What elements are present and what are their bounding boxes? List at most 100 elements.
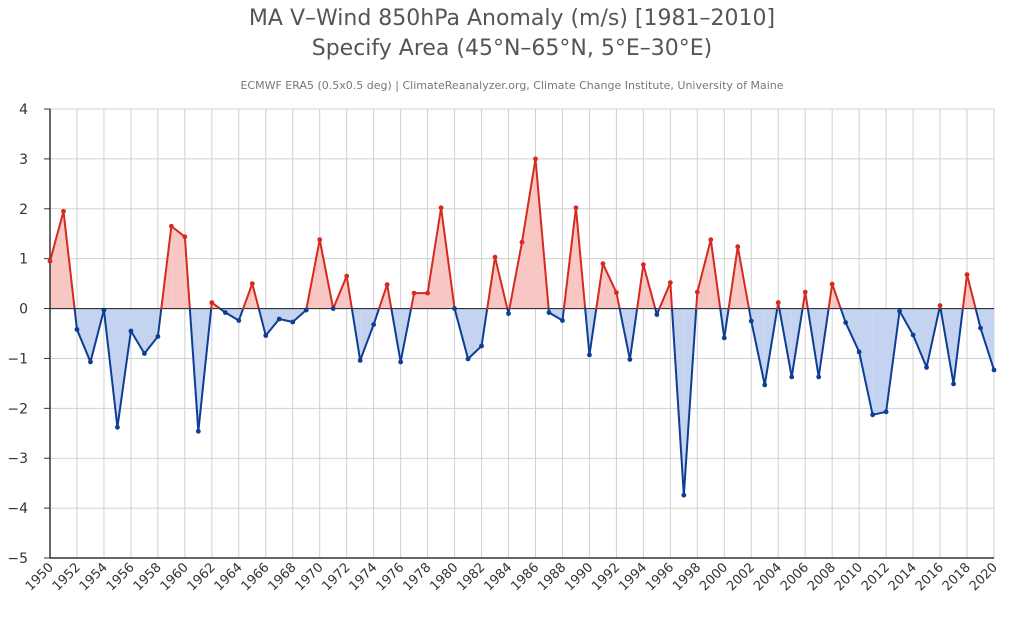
- x-tick-label: 2020: [967, 560, 1001, 594]
- x-tick-label: 1982: [454, 560, 488, 594]
- x-tick-label: 2000: [697, 560, 731, 594]
- positive-segment: [332, 275, 348, 310]
- data-point: [843, 320, 849, 325]
- positive-segment: [242, 282, 254, 310]
- data-point: [276, 316, 282, 322]
- positive-segment: [378, 283, 389, 310]
- data-point: [371, 322, 377, 327]
- x-tick-label: 1962: [185, 560, 219, 594]
- negative-segment: [952, 307, 964, 385]
- data-point: [438, 205, 444, 211]
- negative-segment: [817, 307, 830, 378]
- data-point: [290, 319, 296, 325]
- negative-segment: [291, 309, 308, 324]
- negative-segment: [372, 307, 381, 326]
- negative-segment: [359, 323, 375, 362]
- negative-segment: [682, 307, 698, 497]
- x-tick-label: 1966: [239, 560, 273, 594]
- data-point: [209, 300, 215, 305]
- x-tick-label: 1960: [158, 560, 192, 594]
- negative-segment: [750, 320, 766, 386]
- negative-segment: [399, 307, 413, 363]
- negative-segment: [390, 307, 402, 363]
- data-point: [236, 318, 242, 323]
- data-point: [101, 307, 107, 313]
- positive-segment: [426, 206, 443, 295]
- y-tick-label: −2: [7, 401, 28, 417]
- positive-fill: [602, 263, 617, 309]
- negative-segment: [628, 307, 639, 361]
- data-point: [762, 382, 768, 388]
- y-tick-label: 0: [19, 302, 28, 318]
- x-tick-label: 2016: [913, 560, 947, 594]
- data-point: [128, 328, 134, 334]
- data-point: [802, 289, 808, 295]
- data-point: [384, 282, 390, 288]
- data-point: [856, 349, 862, 355]
- data-point: [465, 356, 471, 362]
- negative-segment: [719, 307, 726, 339]
- positive-fill: [414, 293, 428, 309]
- negative-segment: [670, 307, 685, 497]
- x-tick-label: 1990: [562, 560, 596, 594]
- y-tick-label: 4: [19, 102, 28, 118]
- negative-segment: [264, 318, 281, 337]
- data-point: [47, 258, 53, 264]
- x-tick-label: 2010: [832, 560, 866, 594]
- data-point: [398, 359, 404, 365]
- data-point: [735, 244, 741, 250]
- positive-fill: [697, 239, 711, 309]
- data-point: [263, 333, 269, 338]
- positive-segment: [49, 210, 65, 263]
- x-tick-label: 1954: [77, 560, 111, 594]
- negative-segment: [480, 307, 489, 347]
- x-tick-label: 2008: [805, 560, 839, 594]
- data-point: [506, 311, 511, 316]
- y-tick-label: 1: [19, 252, 28, 268]
- negative-segment: [806, 307, 820, 378]
- anomaly-points: [47, 156, 997, 498]
- positive-segment: [345, 275, 353, 310]
- data-point: [721, 335, 727, 341]
- data-point: [303, 307, 309, 313]
- x-tick-label: 1956: [104, 560, 138, 594]
- negative-segment: [588, 307, 598, 356]
- x-tick-label: 1986: [508, 560, 542, 594]
- x-tick-label: 2002: [724, 560, 758, 594]
- positive-segment: [562, 206, 577, 310]
- positive-fill: [522, 158, 536, 309]
- x-tick-label: 1968: [266, 560, 300, 594]
- y-tick-label: −4: [7, 501, 28, 517]
- data-point: [924, 365, 929, 370]
- data-point: [479, 343, 484, 349]
- negative-segment: [102, 309, 119, 429]
- y-tick-label: 2: [19, 202, 28, 218]
- x-tick-label: 2004: [751, 560, 785, 594]
- positive-segment: [669, 281, 673, 310]
- data-point: [425, 290, 430, 296]
- data-point: [587, 352, 592, 358]
- negative-fill: [845, 308, 860, 352]
- data-point: [991, 367, 997, 373]
- x-tick-label: 1972: [320, 560, 354, 594]
- negative-segment: [156, 307, 163, 338]
- negative-segment: [257, 307, 267, 337]
- data-point: [61, 208, 66, 214]
- x-tick-label: 1964: [212, 560, 246, 594]
- negative-segment: [723, 307, 730, 339]
- x-tick-label: 1952: [50, 560, 84, 594]
- data-point: [573, 205, 579, 211]
- positive-segment: [534, 157, 550, 310]
- negative-fill: [130, 308, 145, 354]
- negative-segment: [898, 310, 915, 336]
- y-tick-label: −5: [7, 551, 28, 567]
- positive-segment: [183, 235, 191, 310]
- positive-segment: [62, 210, 76, 310]
- data-point: [195, 428, 201, 434]
- negative-segment: [763, 307, 779, 386]
- data-point: [452, 306, 457, 311]
- data-point: [897, 308, 902, 314]
- positive-segment: [318, 238, 335, 310]
- negative-segment: [116, 330, 132, 429]
- positive-segment: [695, 291, 699, 310]
